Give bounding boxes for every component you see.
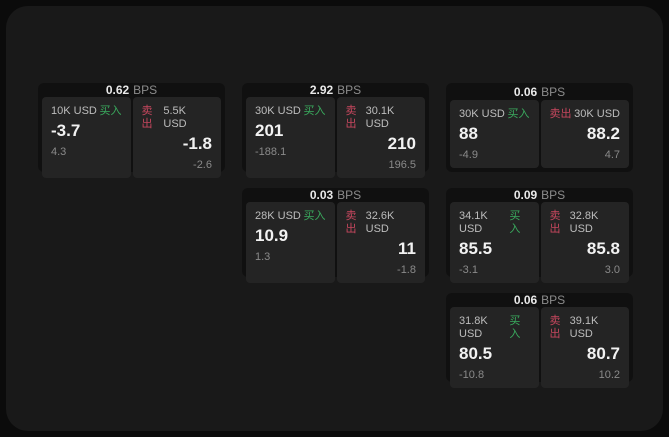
buy-side-label: 买入 — [99, 105, 122, 117]
buy-side-label: 买入 — [509, 315, 521, 340]
buy-amount: 30K USD — [459, 108, 505, 120]
buy-price: 10.9 — [255, 226, 289, 245]
sell-delta: -2.6 — [193, 159, 212, 171]
sell-price: 11 — [398, 239, 416, 258]
sell-delta: 3.0 — [604, 264, 620, 276]
buy-price: -3.7 — [51, 121, 81, 140]
buy-price: 80.5 — [459, 344, 493, 363]
buy-quote-tile[interactable]: 10K USD 买入 -3.7 4.3 — [42, 97, 131, 178]
buy-amount: 10K USD — [51, 105, 97, 117]
spread-header: 0.06 BPS — [446, 83, 633, 100]
spread-value: 0.09 — [513, 188, 538, 202]
sell-side-label: 卖出 — [345, 105, 357, 130]
sell-delta: 4.7 — [604, 149, 620, 161]
sell-delta: 10.2 — [598, 369, 620, 381]
buy-amount: 34.1K USD — [459, 210, 488, 235]
spread-unit-label: BPS — [541, 188, 566, 202]
spread-value: 0.03 — [309, 188, 334, 202]
spread-header: 2.92 BPS — [242, 83, 429, 97]
buy-delta: -10.8 — [459, 369, 485, 381]
spread-header: 0.03 BPS — [242, 188, 429, 202]
spread-header: 0.06 BPS — [446, 293, 633, 307]
spread-unit-label: BPS — [337, 83, 362, 97]
spread-unit-label: BPS — [541, 293, 566, 307]
spread-unit-label: BPS — [133, 83, 158, 97]
sell-quote-tile[interactable]: 卖出 32.6K USD 11 -1.8 — [336, 202, 425, 283]
sell-delta: 196.5 — [388, 159, 416, 171]
buy-side-label: 买入 — [303, 210, 326, 222]
quote-card: 0.62 BPS 10K USD 买入 -3.7 4.3 卖出 5.5K USD — [38, 83, 225, 178]
sell-side-label: 卖出 — [549, 210, 561, 235]
sell-price: 88.2 — [586, 124, 620, 143]
sell-side-label: 卖出 — [549, 108, 572, 120]
buy-quote-tile[interactable]: 30K USD 买入 88 -4.9 — [450, 100, 539, 168]
buy-delta: -3.1 — [459, 264, 478, 276]
quote-body: 10K USD 买入 -3.7 4.3 卖出 5.5K USD -1.8 -2.… — [38, 97, 225, 182]
buy-price: 88 — [459, 124, 478, 143]
buy-quote-tile[interactable]: 30K USD 买入 201 -188.1 — [246, 97, 335, 178]
sell-amount: 5.5K USD — [163, 105, 187, 130]
sell-amount: 32.8K USD — [569, 210, 599, 235]
sell-side-label: 卖出 — [549, 315, 561, 340]
sell-quote-tile[interactable]: 卖出 5.5K USD -1.8 -2.6 — [132, 97, 221, 178]
sell-amount: 30.1K USD — [365, 105, 395, 130]
sell-quote-tile[interactable]: 卖出 32.8K USD 85.8 3.0 — [540, 202, 629, 283]
quote-body: 28K USD 买入 10.9 1.3 卖出 32.6K USD 11 -1.8 — [242, 202, 429, 287]
quotes-panel: 0.62 BPS 10K USD 买入 -3.7 4.3 卖出 5.5K USD — [6, 6, 663, 431]
spread-value: 0.62 — [105, 83, 130, 97]
sell-quote-tile[interactable]: 卖出 39.1K USD 80.7 10.2 — [540, 307, 629, 388]
buy-amount: 31.8K USD — [459, 315, 488, 340]
spread-header: 0.62 BPS — [38, 83, 225, 97]
spread-header: 0.09 BPS — [446, 188, 633, 202]
buy-price: 85.5 — [459, 239, 493, 258]
sell-price: 210 — [387, 134, 416, 153]
buy-amount: 30K USD — [255, 105, 301, 117]
sell-price: 85.8 — [586, 239, 620, 258]
buy-side-label: 买入 — [303, 105, 326, 117]
spread-value: 0.06 — [513, 84, 538, 99]
sell-quote-tile[interactable]: 卖出 30.1K USD 210 196.5 — [336, 97, 425, 178]
sell-price: -1.8 — [182, 134, 212, 153]
sell-side-label: 卖出 — [345, 210, 357, 235]
sell-amount: 30K USD — [574, 108, 620, 120]
buy-side-label: 买入 — [509, 210, 521, 235]
quote-card: 0.09 BPS 34.1K USD 买入 85.5 -3.1 卖出 32.8K… — [446, 188, 633, 283]
quote-body: 31.8K USD 买入 80.5 -10.8 卖出 39.1K USD 80.… — [446, 307, 633, 392]
buy-quote-tile[interactable]: 31.8K USD 买入 80.5 -10.8 — [450, 307, 539, 388]
sell-amount: 39.1K USD — [569, 315, 599, 340]
quote-body: 30K USD 买入 201 -188.1 卖出 30.1K USD 210 1… — [242, 97, 429, 182]
spread-value: 0.06 — [513, 293, 538, 307]
sell-quote-tile[interactable]: 卖出 30K USD 88.2 4.7 — [540, 100, 629, 168]
sell-delta: -1.8 — [397, 264, 416, 276]
quote-body: 30K USD 买入 88 -4.9 卖出 30K USD 88.2 4.7 — [446, 100, 633, 172]
buy-quote-tile[interactable]: 34.1K USD 买入 85.5 -3.1 — [450, 202, 539, 283]
quote-card: 2.92 BPS 30K USD 买入 201 -188.1 卖出 30.1K … — [242, 83, 429, 178]
buy-quote-tile[interactable]: 28K USD 买入 10.9 1.3 — [246, 202, 335, 283]
buy-price: 201 — [255, 121, 284, 140]
sell-amount: 32.6K USD — [365, 210, 395, 235]
buy-delta: -4.9 — [459, 149, 478, 161]
sell-price: 80.7 — [586, 344, 620, 363]
buy-delta: 1.3 — [255, 251, 271, 263]
buy-delta: 4.3 — [51, 146, 67, 158]
quote-card: 0.06 BPS 31.8K USD 买入 80.5 -10.8 卖出 39.1… — [446, 293, 633, 388]
quote-card: 0.03 BPS 28K USD 买入 10.9 1.3 卖出 32.6K US… — [242, 188, 429, 283]
quote-body: 34.1K USD 买入 85.5 -3.1 卖出 32.8K USD 85.8… — [446, 202, 633, 287]
quote-card-grid: 0.62 BPS 10K USD 买入 -3.7 4.3 卖出 5.5K USD — [38, 83, 633, 388]
buy-side-label: 买入 — [507, 108, 530, 120]
sell-side-label: 卖出 — [141, 105, 153, 130]
spread-unit-label: BPS — [541, 84, 566, 99]
quote-card: 0.06 BPS 30K USD 买入 88 -4.9 卖出 30K USD — [446, 83, 633, 172]
spread-unit-label: BPS — [337, 188, 362, 202]
spread-value: 2.92 — [309, 83, 334, 97]
buy-delta: -188.1 — [255, 146, 287, 158]
buy-amount: 28K USD — [255, 210, 301, 222]
